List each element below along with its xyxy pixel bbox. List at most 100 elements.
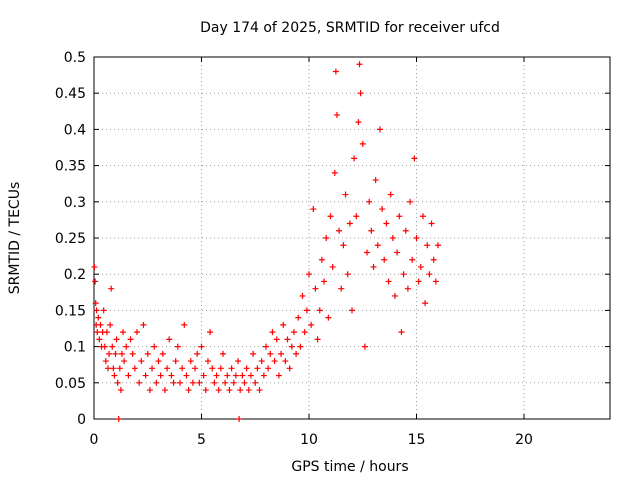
data-point (372, 177, 379, 184)
data-point (355, 119, 362, 126)
data-point (290, 329, 297, 336)
data-point (269, 329, 276, 336)
data-point (118, 350, 125, 357)
data-point (108, 285, 115, 292)
data-point (217, 365, 224, 372)
data-point (235, 358, 242, 365)
x-axis-label: GPS time / hours (291, 459, 408, 475)
data-point (189, 379, 196, 386)
data-point (159, 350, 166, 357)
data-point (213, 372, 220, 379)
data-point (215, 387, 222, 394)
data-point (413, 235, 420, 241)
data-point (250, 350, 257, 357)
data-point (258, 358, 265, 365)
y-tick-label: 0.05 (55, 376, 86, 392)
data-point (333, 111, 340, 118)
data-point (364, 249, 371, 256)
data-point (155, 358, 162, 365)
data-point (286, 365, 293, 372)
data-point (407, 198, 414, 205)
data-point (151, 343, 158, 350)
data-point (101, 343, 108, 350)
data-point (113, 336, 120, 343)
data-point (146, 387, 153, 394)
data-point (117, 387, 124, 394)
data-point (123, 343, 130, 350)
data-point (243, 365, 250, 372)
data-point (172, 358, 179, 365)
data-point (349, 307, 355, 314)
data-point (224, 372, 231, 379)
data-point (161, 387, 168, 394)
data-point (144, 350, 151, 357)
data-point (164, 365, 171, 372)
data-point (415, 278, 422, 285)
data-point (92, 278, 99, 285)
data-point (361, 343, 368, 350)
data-point (202, 387, 209, 394)
data-point (396, 213, 403, 220)
data-point (230, 379, 237, 386)
data-point (329, 263, 336, 270)
data-point (275, 372, 282, 379)
data-point (366, 198, 373, 205)
data-point (357, 90, 364, 97)
data-point (432, 278, 439, 285)
data-point (301, 329, 308, 336)
data-point (179, 365, 186, 372)
data-point (293, 350, 300, 357)
data-point (111, 372, 118, 379)
data-point (194, 350, 201, 357)
data-point (136, 379, 143, 386)
data-point (422, 300, 429, 307)
data-point (131, 365, 138, 372)
data-point (299, 292, 306, 299)
data-point (271, 358, 278, 365)
data-point (265, 365, 272, 372)
data-point (417, 263, 424, 270)
data-point (314, 336, 321, 343)
chart-title: Day 174 of 2025, SRMTID for receiver ufc… (200, 20, 500, 36)
data-point (125, 372, 132, 379)
data-point (138, 358, 145, 365)
data-point (92, 300, 99, 307)
data-point (381, 256, 388, 263)
data-point (241, 379, 248, 386)
data-point (153, 379, 160, 386)
data-point (94, 329, 101, 336)
data-point (387, 191, 394, 198)
y-tick-label: 0.25 (55, 231, 86, 247)
data-point (402, 227, 409, 234)
data-point (327, 213, 334, 220)
data-point (318, 256, 325, 263)
data-point (93, 307, 100, 314)
data-point (435, 242, 441, 249)
data-point (107, 321, 114, 328)
data-point (411, 155, 418, 162)
data-point (121, 358, 128, 365)
data-point (96, 336, 103, 343)
data-point (383, 220, 390, 227)
data-point (100, 307, 107, 314)
data-point (400, 271, 407, 278)
y-tick-label: 0.4 (64, 122, 86, 138)
data-point (342, 191, 349, 198)
data-point (204, 358, 211, 365)
data-point (200, 372, 207, 379)
data-point (409, 256, 416, 263)
data-point (316, 307, 323, 314)
data-point (321, 278, 328, 285)
x-tick-label: 0 (90, 432, 99, 448)
data-point (157, 372, 164, 379)
data-point (181, 321, 188, 328)
y-tick-label: 0.15 (55, 303, 86, 319)
data-point (226, 387, 233, 394)
data-point (168, 372, 175, 379)
data-point (127, 336, 134, 343)
data-point (336, 227, 343, 234)
data-point (426, 271, 433, 278)
data-point (104, 365, 111, 372)
data-point (430, 256, 437, 263)
x-tick-label: 20 (515, 432, 533, 448)
